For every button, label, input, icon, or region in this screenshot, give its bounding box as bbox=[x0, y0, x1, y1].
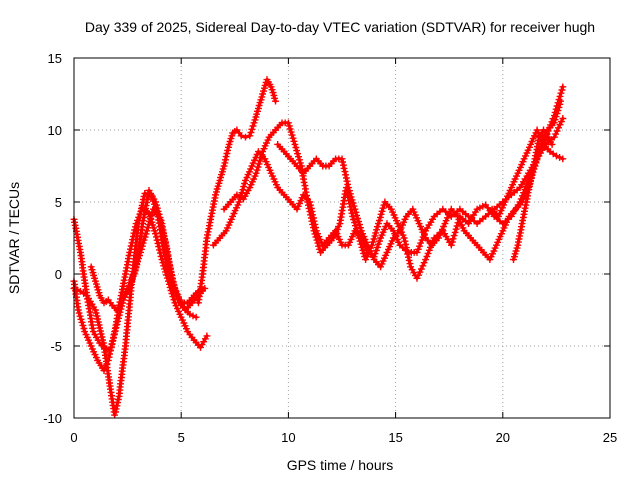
y-tick-label: 0 bbox=[55, 267, 62, 282]
x-tick-label: 10 bbox=[281, 430, 295, 445]
data-series bbox=[70, 76, 567, 419]
y-tick-labels: -10 -5 0 5 10 15 bbox=[43, 51, 62, 426]
y-tick-label: -5 bbox=[50, 339, 62, 354]
x-tick-labels: 0 5 10 15 20 25 bbox=[70, 430, 617, 445]
series-10-trace bbox=[510, 126, 556, 264]
grid-lines bbox=[74, 58, 610, 418]
y-tick-label: 15 bbox=[48, 51, 62, 66]
chart-title: Day 339 of 2025, Sidereal Day-to-day VTE… bbox=[85, 19, 595, 35]
y-tick-label: 10 bbox=[48, 123, 62, 138]
y-axis-label: SDTVAR / TECUs bbox=[6, 182, 22, 294]
x-tick-label: 15 bbox=[388, 430, 402, 445]
y-tick-label: 5 bbox=[55, 195, 62, 210]
plot-frame bbox=[73, 57, 611, 419]
series-5-trace bbox=[194, 76, 279, 307]
x-tick-label: 5 bbox=[178, 430, 185, 445]
y-tick-label: -10 bbox=[43, 411, 62, 426]
series-4-trace bbox=[87, 205, 209, 314]
x-tick-label: 20 bbox=[496, 430, 510, 445]
x-tick-label: 0 bbox=[70, 430, 77, 445]
tick-marks bbox=[73, 57, 611, 419]
x-axis-label: GPS time / hours bbox=[287, 457, 394, 473]
x-tick-label: 25 bbox=[603, 430, 617, 445]
